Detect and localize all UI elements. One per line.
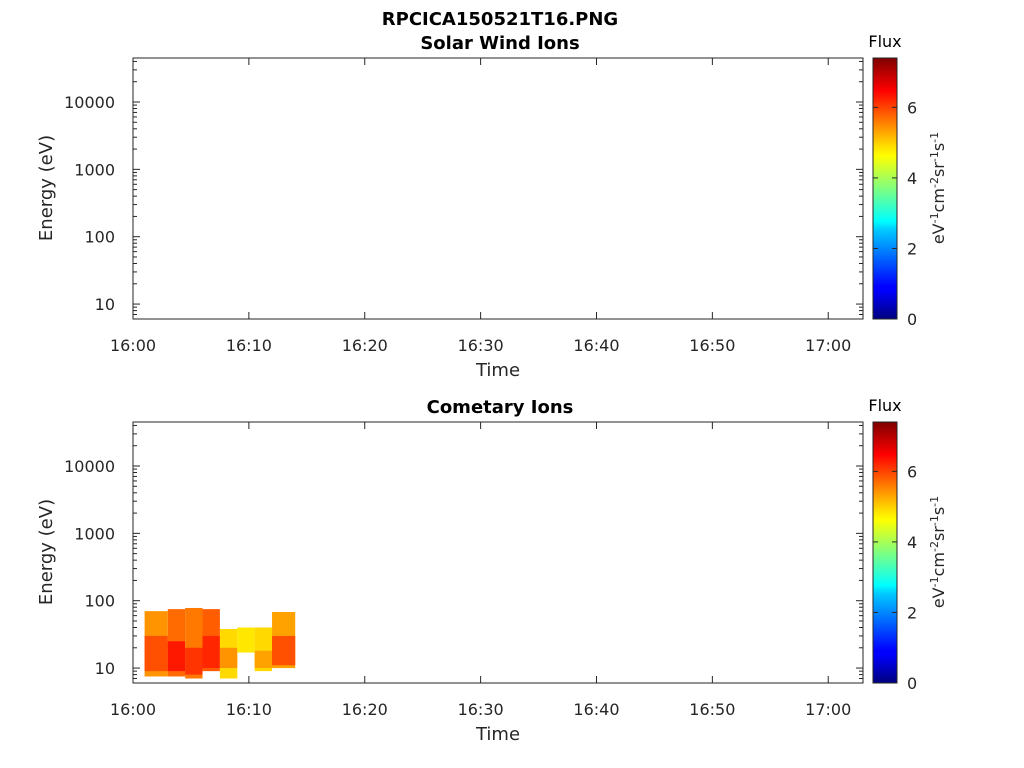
- solar-wind-x-axis: 16:00 16:10 16:20 16:30 16:40 16:50 17:00: [110, 58, 851, 355]
- solar-wind-title: Solar Wind Ions: [420, 33, 579, 54]
- solar-wind-xtick-label-3: 16:30: [458, 336, 504, 355]
- cometary-ytick-label-3: 10000: [64, 457, 115, 476]
- figure-title: RPCICA150521T16.PNG: [382, 9, 618, 30]
- cometary-cell-5: [185, 647, 203, 675]
- solar-wind-cbtick-label-3: 6: [907, 98, 917, 117]
- cometary-cell-3: [167, 641, 186, 672]
- cometary-colorbar-label: eV-1cm-2sr-1s-1: [928, 496, 949, 608]
- cometary-cbtick-label-3: 6: [907, 462, 917, 481]
- solar-wind-ytick-label-1: 100: [84, 228, 115, 247]
- solar-wind-plot-frame: [132, 57, 864, 320]
- solar-wind-xlabel: Time: [475, 360, 520, 381]
- cometary-panel: Cometary Ions 16:00 16:10 16:20 16:30 16:40 1…: [36, 396, 948, 745]
- solar-wind-ylabel: Energy (eV): [36, 135, 57, 241]
- solar-wind-panel: Solar Wind Ions 16:00 16:10 16:20 16:30 16:4…: [36, 32, 948, 381]
- solar-wind-cbtick-label-0: 0: [907, 310, 917, 329]
- solar-wind-xtick-label-0: 16:00: [110, 336, 156, 355]
- solar-wind-xtick-label-2: 16:20: [342, 336, 388, 355]
- cometary-cbtick-label-1: 2: [907, 603, 917, 622]
- cometary-cell-10: [237, 627, 255, 653]
- cometary-y-axis: 10 100 1000 10000: [64, 424, 863, 684]
- cometary-ytick-label-2: 1000: [74, 524, 115, 543]
- solar-wind-ytick-label-2: 1000: [74, 160, 115, 179]
- solar-wind-cbtick-label-1: 2: [907, 239, 917, 258]
- cometary-xtick-label-0: 16:00: [110, 700, 156, 719]
- cometary-xtick-label-4: 16:40: [573, 700, 619, 719]
- cometary-xtick-label-6: 17:00: [805, 700, 851, 719]
- cometary-cell-7: [202, 635, 220, 669]
- cometary-ytick-label-0: 10: [95, 659, 115, 678]
- solar-wind-xtick-label-4: 16:40: [573, 336, 619, 355]
- solar-wind-xtick-label-5: 16:50: [689, 336, 735, 355]
- cometary-colorbar: [872, 421, 898, 684]
- solar-wind-y-axis: 10 100 1000 10000: [64, 60, 863, 320]
- cometary-xlabel: Time: [475, 724, 520, 745]
- cometary-cbtick-label-2: 4: [907, 533, 917, 552]
- solar-wind-xtick-label-6: 17:00: [805, 336, 851, 355]
- cometary-xtick-label-1: 16:10: [226, 700, 272, 719]
- cometary-title: Cometary Ions: [427, 397, 574, 418]
- solar-wind-colorbar-label: eV-1cm-2sr-1s-1: [928, 132, 949, 244]
- solar-wind-colorbar-title: Flux: [868, 32, 901, 51]
- solar-wind-ytick-label-0: 10: [95, 295, 115, 314]
- cometary-xtick-label-3: 16:30: [458, 700, 504, 719]
- cometary-ylabel: Energy (eV): [36, 499, 57, 605]
- solar-wind-xtick-label-1: 16:10: [226, 336, 272, 355]
- cometary-cbtick-label-0: 0: [907, 674, 917, 693]
- cometary-cell-14: [272, 635, 296, 666]
- cometary-x-axis: 16:00 16:10 16:20 16:30 16:40 16:50 17:00: [110, 422, 851, 719]
- cometary-cells: [144, 607, 296, 679]
- cometary-cell-9: [219, 647, 238, 669]
- cometary-colorbar-title: Flux: [868, 396, 901, 415]
- solar-wind-ytick-label-3: 10000: [64, 93, 115, 112]
- solar-wind-cbtick-label-2: 4: [907, 169, 917, 188]
- cometary-xtick-label-2: 16:20: [342, 700, 388, 719]
- cometary-ytick-label-1: 100: [84, 592, 115, 611]
- cometary-plot-frame: [132, 421, 864, 684]
- cometary-xtick-label-5: 16:50: [689, 700, 735, 719]
- solar-wind-colorbar-ticks: 0 2 4 6: [873, 98, 917, 329]
- cometary-cell-12: [254, 650, 273, 669]
- cometary-cell-1: [144, 635, 168, 672]
- cometary-colorbar-ticks: 0 2 4 6: [873, 462, 917, 693]
- solar-wind-colorbar: [872, 57, 898, 320]
